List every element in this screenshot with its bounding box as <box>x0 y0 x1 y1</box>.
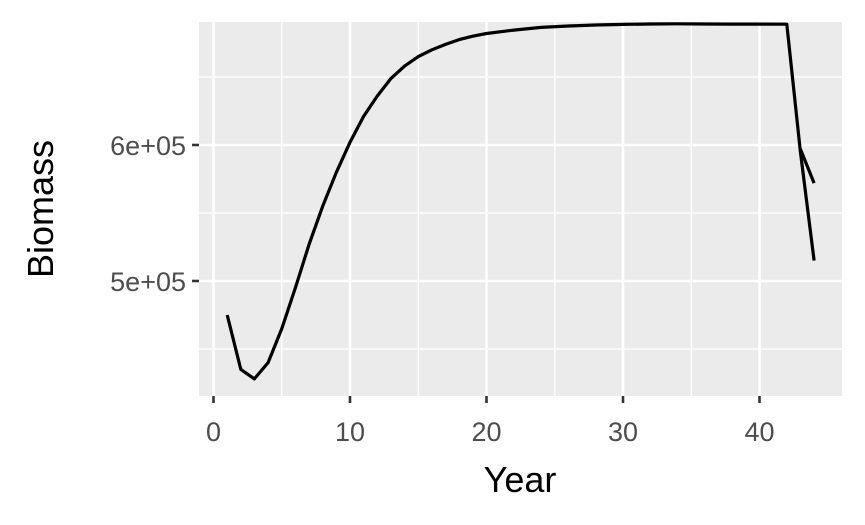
x-tick-label: 10 <box>335 417 365 447</box>
x-tick-label: 30 <box>608 417 638 447</box>
y-axis-ticks: 5e+05 6e+05 <box>110 131 199 297</box>
y-axis-title: Biomass <box>20 140 61 278</box>
series-line-1 <box>225 22 816 381</box>
major-gridlines <box>199 22 842 396</box>
x-tick-label: 40 <box>744 417 774 447</box>
minor-gridlines <box>199 22 842 396</box>
x-axis-title: Year <box>484 459 557 500</box>
data-lines <box>225 22 816 381</box>
x-tick-label: 20 <box>471 417 501 447</box>
series-line-2 <box>798 148 816 184</box>
x-axis-ticks: 0 10 20 30 40 <box>206 396 775 447</box>
x-tick-label: 0 <box>206 417 221 447</box>
y-tick-label: 6e+05 <box>110 131 186 161</box>
plot-panel <box>199 22 842 396</box>
y-tick-label: 5e+05 <box>110 267 186 297</box>
